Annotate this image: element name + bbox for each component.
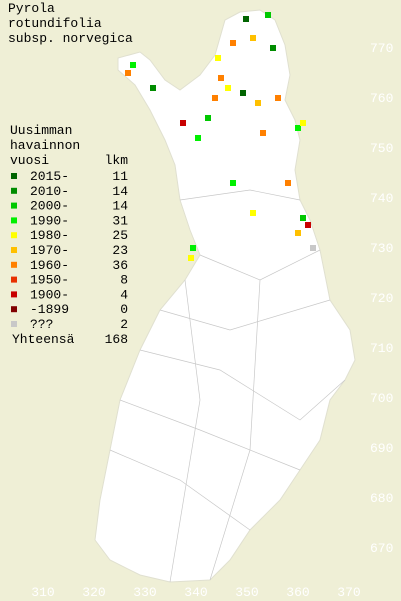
northing-label: 700 [370, 391, 393, 406]
legend-header: havainnon [10, 138, 80, 153]
northing-label: 730 [370, 241, 393, 256]
legend-label: 1950- [30, 273, 69, 288]
easting-label: 370 [337, 585, 360, 600]
legend-label: 1980- [30, 228, 69, 243]
legend-swatch [11, 306, 17, 313]
legend-count: 2 [120, 317, 128, 332]
legend-swatch [11, 321, 17, 327]
legend-swatch [11, 291, 17, 298]
easting-label: 340 [184, 585, 207, 600]
title-line: subsp. norvegica [8, 31, 133, 46]
northing-label: 670 [370, 541, 393, 556]
legend-count: 23 [112, 243, 128, 258]
legend-label: 2015- [30, 169, 69, 184]
finland-outline [94, 9, 356, 583]
records [125, 12, 316, 261]
legend-label: ??? [30, 317, 53, 332]
title-line: Pyrola [8, 1, 55, 16]
northing-label: 740 [370, 191, 393, 206]
northing-label: 770 [370, 41, 393, 56]
northing-label: 760 [370, 91, 393, 106]
legend-count: 14 [112, 184, 128, 199]
northing-label: 710 [370, 341, 393, 356]
legend-swatch [11, 173, 17, 179]
easting-label: 350 [235, 585, 258, 600]
easting-label: 330 [133, 585, 156, 600]
legend-label: 1960- [30, 258, 69, 273]
legend-count: 25 [112, 228, 128, 243]
legend-label: 1990- [30, 213, 69, 228]
legend-swatch [11, 217, 17, 224]
legend-count: 31 [112, 213, 128, 228]
legend-count-header: lkm [105, 153, 129, 168]
legend-label: 2000- [30, 199, 69, 214]
legend-header: Uusimman [10, 123, 72, 138]
easting-label: 310 [31, 585, 54, 600]
legend-count: 8 [120, 273, 128, 288]
legend-count: 4 [120, 287, 128, 302]
title-line: rotundifolia [8, 16, 102, 31]
legend-count: 11 [112, 169, 128, 184]
legend-swatch [11, 187, 17, 194]
easting-label: 320 [82, 585, 105, 600]
legend-swatch [11, 276, 17, 283]
legend-swatch [11, 232, 17, 239]
total-label: Yhteensä [12, 332, 75, 347]
legend-count: 14 [112, 199, 128, 214]
legend-swatch [11, 202, 17, 209]
legend-swatch [11, 247, 17, 253]
legend-label: 1970- [30, 243, 69, 258]
legend-label: -1899 [30, 302, 69, 317]
northing-label: 750 [370, 141, 393, 156]
easting-label: 360 [286, 585, 309, 600]
northing-label: 720 [370, 291, 393, 306]
legend-count: 36 [112, 258, 128, 273]
legend-count: 0 [120, 302, 128, 317]
northing-label: 680 [370, 491, 393, 506]
total-count: 168 [105, 332, 128, 347]
legend-label: 1900- [30, 287, 69, 302]
legend-swatch [11, 261, 17, 268]
legend-header: vuosi [10, 153, 49, 168]
legend-label: 2010- [30, 184, 69, 199]
region-borders [109, 189, 346, 583]
northing-label: 690 [370, 441, 393, 456]
